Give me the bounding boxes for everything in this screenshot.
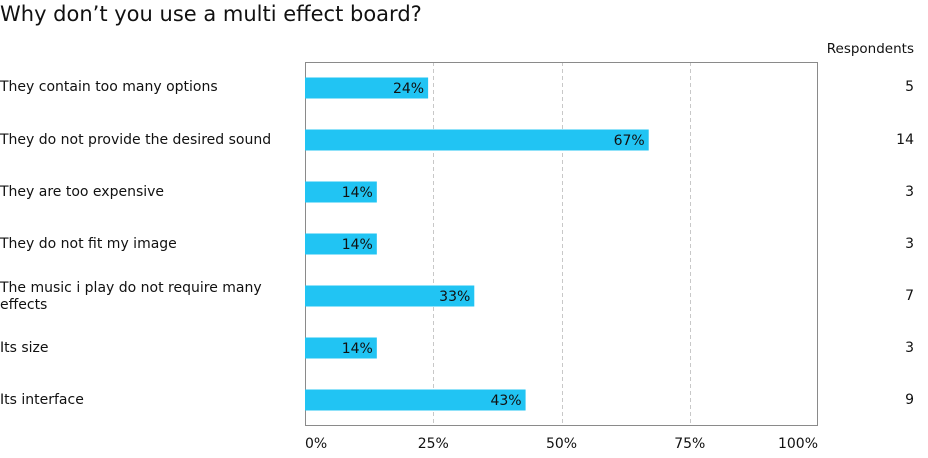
category-label-7: Its interface [0,392,84,408]
respondent-count-4: 3 [905,236,914,252]
category-label-3: They are too expensive [0,184,165,200]
category-label-6: Its size [0,340,49,356]
x-tick-label-5: 100% [778,436,818,452]
bar-value-label-7: 43% [490,393,521,409]
bar-value-label-5: 33% [439,289,470,305]
respondent-count-5: 7 [905,288,914,304]
x-tick-label-2: 25% [418,436,449,452]
chart-title: Why don’t you use a multi effect board? [0,2,422,26]
bar-value-label-2: 67% [614,133,645,149]
x-tick-label-3: 50% [546,436,577,452]
category-label-2: They do not provide the desired sound [0,132,272,148]
bar-value-label-4: 14% [342,237,373,253]
plot-frame [305,62,818,426]
bar-7 [305,389,526,411]
bar-4 [305,233,377,255]
bar-6 [305,337,377,359]
bar-2 [305,129,649,151]
bar-value-label-6: 14% [342,341,373,357]
respondent-count-6: 3 [905,340,914,356]
respondent-count-3: 3 [905,184,914,200]
bar-value-label-1: 24% [393,81,424,97]
category-label-5: The music i play do not require many eff… [0,280,262,313]
bar-value-label-3: 14% [342,185,373,201]
respondent-count-7: 9 [905,392,914,408]
respondent-count-1: 5 [905,79,914,95]
respondent-count-2: 14 [896,132,914,148]
x-tick-label-1: 0% [305,436,327,452]
category-label-4: They do not fit my image [0,236,177,252]
category-label-1: They contain too many options [0,79,218,95]
x-tick-label-4: 75% [674,436,705,452]
bar-5 [305,285,475,307]
respondents-header: Respondents [826,41,914,57]
bar-1 [305,77,429,99]
bar-3 [305,181,377,203]
